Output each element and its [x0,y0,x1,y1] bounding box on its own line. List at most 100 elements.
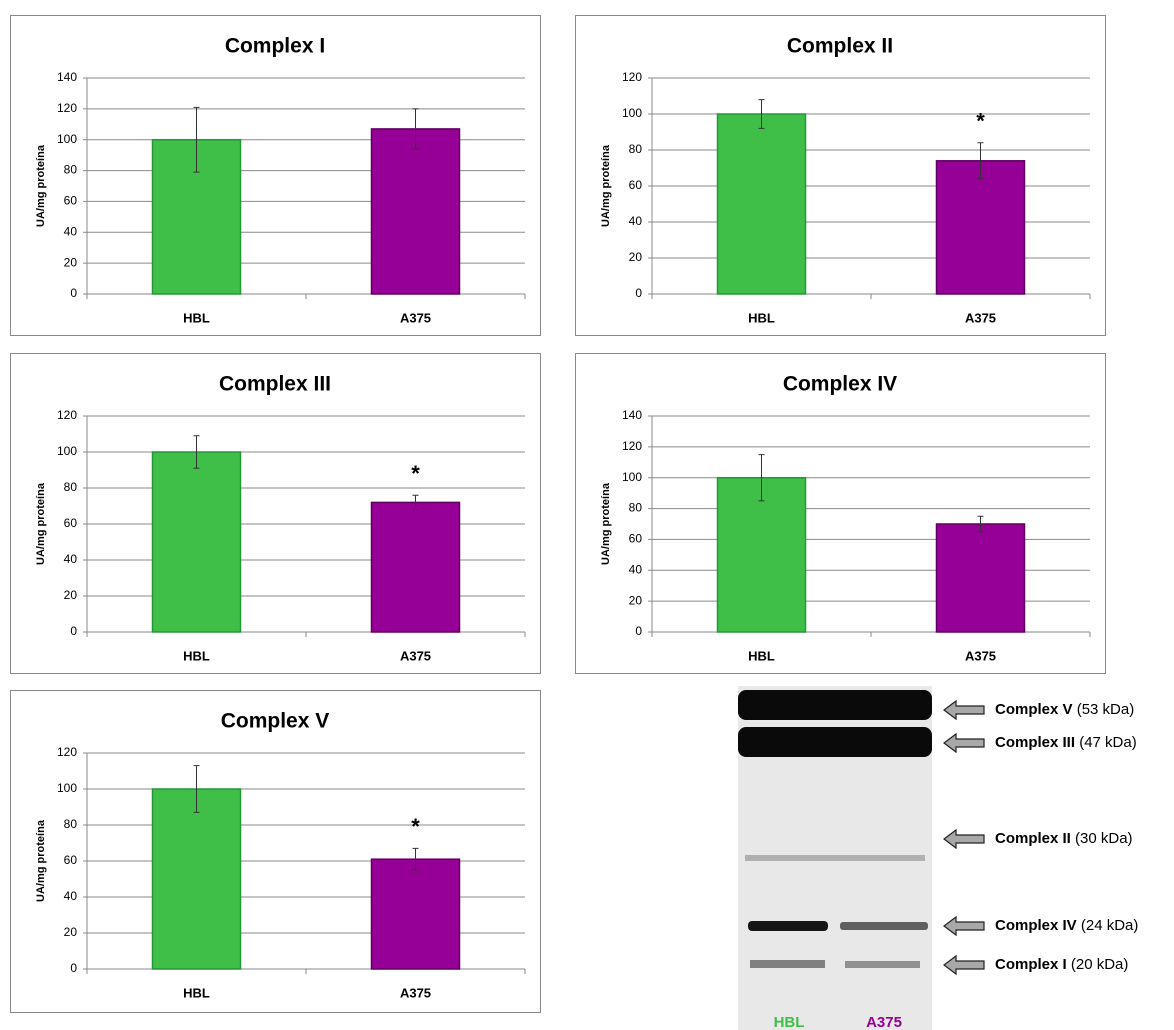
y-tick-label: 20 [629,593,643,607]
bar [153,789,241,969]
x-tick-label: HBL [183,985,210,1000]
significance-mark: * [411,814,420,839]
x-tick-label: HBL [748,310,775,325]
band-size: (30 kDa) [1075,830,1133,847]
y-tick-label: 60 [64,853,78,867]
x-tick-label: A375 [965,310,996,325]
y-tick-label: 40 [64,552,78,566]
bar [372,859,460,969]
chart-frame [11,354,541,674]
y-tick-label: 100 [622,106,642,120]
y-tick-label: 100 [57,444,77,458]
y-tick-label: 120 [57,101,77,115]
lane-label: A375 [866,1014,902,1030]
y-axis-label: UA/mg proteína [600,482,612,565]
y-axis-label: UA/mg proteína [35,819,47,902]
y-tick-label: 80 [64,817,78,831]
y-tick-label: 40 [64,889,78,903]
blot-band [750,960,825,968]
x-tick-label: A375 [400,985,431,1000]
y-tick-label: 40 [629,562,643,576]
y-tick-label: 0 [70,286,77,300]
band-size: (24 kDa) [1081,917,1139,934]
y-tick-label: 20 [629,250,643,264]
band-name: Complex I [995,956,1067,973]
band-label: Complex II (30 kDa) [995,830,1133,847]
band-size: (20 kDa) [1071,956,1129,973]
y-tick-label: 120 [622,70,642,84]
y-tick-label: 120 [57,745,77,759]
arrow [944,917,984,935]
band-name: Complex V [995,701,1073,718]
y-tick-label: 100 [622,470,642,484]
y-tick-label: 20 [64,255,78,269]
y-tick-label: 20 [64,925,78,939]
significance-mark: * [976,109,985,134]
arrow [944,956,984,974]
blot-band [745,855,925,861]
lane-label: HBL [774,1014,805,1030]
bar [372,502,460,632]
y-tick-label: 100 [57,132,77,146]
chart-frame [11,16,541,336]
y-tick-label: 80 [64,163,78,177]
band-name: Complex II [995,830,1071,847]
y-tick-label: 60 [64,516,78,530]
y-tick-label: 0 [70,624,77,638]
bar [937,161,1025,294]
y-tick-label: 0 [635,286,642,300]
chart-title: Complex IV [783,373,897,396]
chart-title: Complex V [221,710,330,733]
page: Complex I UA/mg proteína 0 20 40 60 80 100 120 14… [0,0,1174,1030]
y-tick-label: 120 [622,439,642,453]
y-tick-label: 40 [629,214,643,228]
arrow [944,701,984,719]
band-label: Complex IV (24 kDa) [995,917,1138,934]
y-tick-label: 140 [57,70,77,84]
bar [372,129,460,294]
chart-title: Complex I [225,35,325,58]
figure: Complex I UA/mg proteína 0 20 40 60 80 100 120 14… [0,0,1174,1030]
blot-image [738,686,932,1030]
y-tick-label: 0 [70,961,77,975]
y-axis-label: UA/mg proteína [600,144,612,227]
bar [718,114,806,294]
y-tick-label: 60 [629,178,643,192]
y-tick-label: 80 [629,142,643,156]
chart-title: Complex III [219,373,331,396]
x-tick-label: A375 [400,648,431,663]
chart-frame [576,16,1106,336]
significance-mark: * [411,461,420,486]
band-size: (47 kDa) [1079,734,1137,751]
x-tick-label: HBL [183,648,210,663]
blot-band [738,690,932,720]
arrow [944,734,984,752]
y-tick-label: 60 [629,532,643,546]
band-name: Complex IV [995,917,1077,934]
y-tick-label: 40 [64,224,78,238]
band-name: Complex III [995,734,1075,751]
band-label: Complex III (47 kDa) [995,734,1137,751]
y-axis-label: UA/mg proteína [35,482,47,565]
chart-title: Complex II [787,35,893,58]
y-tick-label: 120 [57,408,77,422]
y-tick-label: 0 [635,624,642,638]
band-label: Complex I (20 kDa) [995,956,1128,973]
blot-band [738,727,932,757]
x-tick-label: HBL [748,648,775,663]
blot-band [840,922,928,930]
y-tick-label: 140 [622,408,642,422]
y-tick-label: 80 [64,480,78,494]
y-axis-label: UA/mg proteína [35,144,47,227]
blot-band [748,921,828,931]
y-tick-label: 60 [64,194,78,208]
band-size: (53 kDa) [1077,701,1135,718]
y-tick-label: 100 [57,781,77,795]
x-tick-label: A375 [965,648,996,663]
bar [153,452,241,632]
x-tick-label: A375 [400,310,431,325]
band-label: Complex V (53 kDa) [995,701,1134,718]
chart-frame [11,691,541,1013]
x-tick-label: HBL [183,310,210,325]
y-tick-label: 20 [64,588,78,602]
